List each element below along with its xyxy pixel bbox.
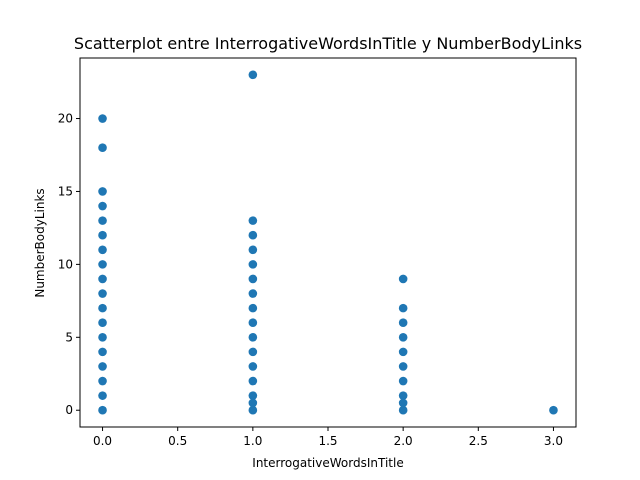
y-tick-label: 20	[58, 112, 73, 126]
data-point	[98, 216, 107, 225]
data-point	[98, 303, 107, 313]
data-point	[98, 405, 107, 415]
data-point	[248, 216, 258, 225]
data-point	[248, 347, 258, 357]
data-point	[98, 114, 107, 123]
x-tick-label: 0.5	[168, 434, 187, 448]
data-point	[248, 318, 258, 328]
data-point	[98, 362, 107, 371]
y-axis-label: NumberBodyLinks	[33, 188, 47, 297]
y-tick-label: 15	[58, 184, 73, 198]
data-point	[398, 303, 408, 313]
data-point	[98, 289, 107, 298]
x-tick-label: 2.5	[469, 434, 488, 448]
data-point	[98, 318, 107, 328]
data-point	[398, 347, 408, 357]
chart-title: Scatterplot entre InterrogativeWordsInTi…	[74, 34, 582, 53]
data-point	[248, 230, 258, 240]
data-point	[248, 405, 258, 415]
x-tick-label: 3.0	[544, 434, 563, 448]
data-point	[98, 201, 107, 211]
data-point	[398, 405, 408, 415]
data-point	[98, 230, 107, 240]
x-axis-label: InterrogativeWordsInTitle	[252, 456, 403, 470]
x-tick-label: 0.0	[93, 434, 112, 448]
data-point	[248, 362, 258, 371]
data-point	[98, 245, 107, 255]
data-point	[248, 391, 258, 400]
data-point	[248, 289, 258, 298]
data-point	[98, 260, 107, 269]
data-point	[248, 376, 258, 386]
data-point	[398, 391, 408, 400]
data-point	[248, 245, 258, 255]
data-point	[398, 318, 408, 328]
data-point	[398, 398, 408, 408]
data-point	[98, 187, 107, 196]
x-tick-label: 1.0	[243, 434, 262, 448]
data-point	[98, 391, 107, 400]
data-point	[248, 70, 258, 80]
x-tick-label: 2.0	[394, 434, 413, 448]
data-point	[248, 303, 258, 313]
plot-frame	[79, 57, 577, 428]
y-tick-label: 10	[58, 257, 73, 271]
x-axis: 0.0 0.5 1.0 1.5 2.0 2.5 3.0	[93, 427, 563, 448]
data-point	[98, 376, 107, 386]
data-point	[248, 260, 258, 269]
x-tick-label: 1.5	[318, 434, 337, 448]
data-point	[98, 274, 107, 284]
y-tick-label: 0	[65, 403, 73, 417]
data-point	[98, 143, 107, 152]
data-point	[398, 333, 408, 342]
data-point	[398, 274, 408, 284]
data-point	[98, 333, 107, 342]
data-point	[248, 398, 258, 408]
y-axis: 0 5 10 15 20	[58, 112, 80, 417]
data-point	[248, 333, 258, 342]
plot-area	[98, 70, 558, 415]
data-point	[398, 362, 408, 371]
data-point	[398, 376, 408, 386]
data-point	[98, 347, 107, 357]
data-point	[549, 405, 558, 415]
data-point	[248, 274, 258, 284]
y-tick-label: 5	[65, 330, 73, 344]
